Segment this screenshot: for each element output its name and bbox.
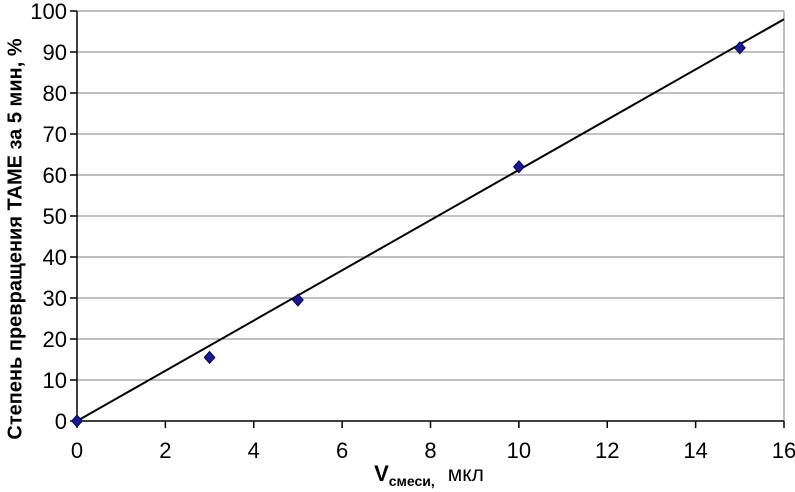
y-tick-label: 50 bbox=[43, 204, 67, 229]
x-tick-label: 8 bbox=[424, 438, 436, 463]
y-tick-label: 70 bbox=[43, 122, 67, 147]
data-point-diamond bbox=[733, 41, 746, 55]
x-tick-label: 16 bbox=[772, 438, 795, 463]
x-tick-label: 0 bbox=[71, 438, 83, 463]
x-tick-label: 2 bbox=[159, 438, 171, 463]
y-tick-label: 90 bbox=[43, 40, 67, 65]
y-tick-label: 80 bbox=[43, 81, 67, 106]
data-point-diamond bbox=[71, 414, 83, 428]
trendline bbox=[76, 18, 785, 422]
data-point-diamond bbox=[203, 350, 216, 365]
x-axis-title-unit: мкл bbox=[447, 463, 484, 486]
y-tick-label: 60 bbox=[43, 163, 67, 188]
x-axis-title-subscript: смеси, bbox=[388, 473, 435, 489]
x-tick-label: 10 bbox=[507, 438, 531, 463]
x-tick-label: 12 bbox=[595, 438, 619, 463]
y-axis-title: Степень превращения ТАМЕ за 5 мин, % bbox=[4, 38, 27, 440]
y-tick-label: 10 bbox=[43, 368, 67, 393]
x-tick-label: 4 bbox=[248, 438, 260, 463]
data-point-diamond bbox=[512, 160, 525, 174]
y-tick-label: 0 bbox=[55, 409, 67, 434]
x-axis-title: Vсмеси, мкл bbox=[374, 461, 484, 489]
x-axis-title-symbol: V bbox=[374, 461, 389, 486]
y-tick-label: 40 bbox=[43, 245, 67, 270]
y-tick-label: 20 bbox=[43, 327, 67, 352]
x-tick-label: 6 bbox=[336, 438, 348, 463]
y-tick-label: 100 bbox=[30, 0, 67, 24]
x-tick-label: 14 bbox=[683, 438, 707, 463]
data-point-diamond bbox=[291, 293, 304, 307]
y-tick-label: 30 bbox=[43, 286, 67, 311]
